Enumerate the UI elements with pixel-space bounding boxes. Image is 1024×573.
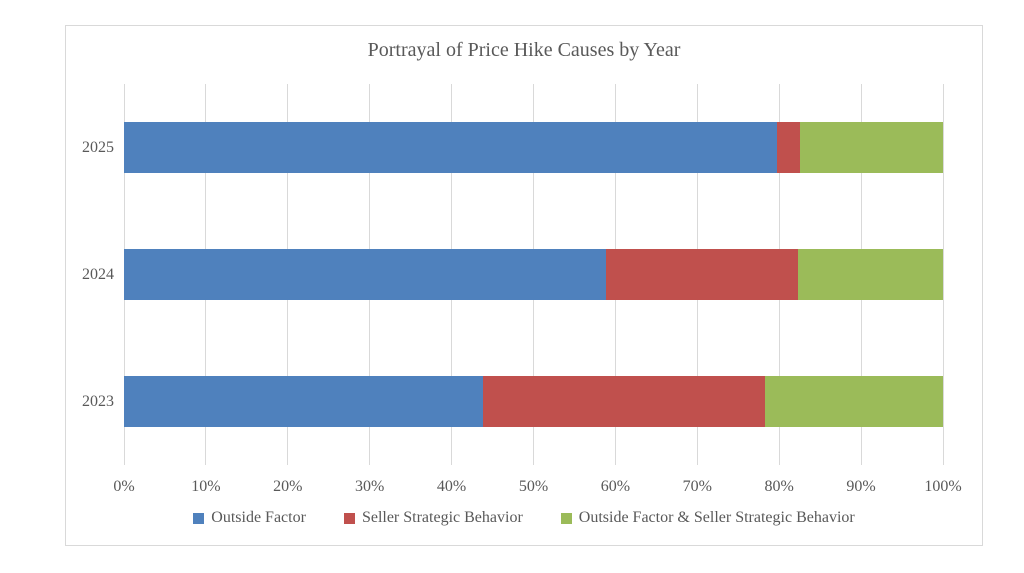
- legend-label-outside-factor-seller-strategic-behavior: Outside Factor & Seller Strategic Behavi…: [578, 509, 855, 526]
- y-tick-label-2025: 2025: [82, 138, 114, 156]
- legend-marker-outside-factor-seller-strategic-behavior: [560, 512, 572, 524]
- x-tick-label-20: 20%: [273, 478, 303, 495]
- x-tick-label-30: 30%: [355, 478, 385, 495]
- x-tick-label-70: 70%: [682, 478, 712, 495]
- bar-segment-2024-outside-factor-seller-strategic-behavior: [798, 249, 943, 300]
- legend-marker-outside-factor: [193, 512, 205, 524]
- legend-marker-seller-strategic-behavior: [343, 512, 355, 524]
- x-tick-label-100: 100%: [924, 478, 962, 495]
- bar-segment-2023-outside-factor: [124, 376, 483, 427]
- legend-item-outside-factor: Outside Factor: [193, 509, 306, 527]
- bar-segment-2024-outside-factor: [124, 249, 607, 300]
- legend-item-seller-strategic-behavior: Seller Strategic Behavior: [343, 509, 523, 527]
- bar-segment-2025-outside-factor-seller-strategic-behavior: [799, 122, 943, 173]
- gridline-100: [942, 84, 944, 465]
- x-tick-label-80: 80%: [764, 478, 794, 495]
- bar-segment-2024-seller-strategic-behavior: [606, 249, 799, 300]
- legend-label-seller-strategic-behavior: Seller Strategic Behavior: [361, 509, 523, 526]
- chart-card: Portrayal of Price Hike Causes by Year 0…: [65, 25, 983, 546]
- x-tick-label-90: 90%: [846, 478, 876, 495]
- x-tick-label-50: 50%: [518, 478, 549, 495]
- legend-label-outside-factor: Outside Factor: [211, 509, 306, 526]
- y-tick-label-2023: 2023: [82, 392, 114, 410]
- x-tick-label-60: 60%: [600, 478, 631, 495]
- plot-area: [123, 84, 944, 465]
- bar-segment-2025-seller-strategic-behavior: [776, 122, 800, 173]
- bar-segment-2023-seller-strategic-behavior: [482, 376, 766, 427]
- x-tick-label-40: 40%: [436, 478, 467, 495]
- legend: Outside Factor Seller Strategic Behavior O…: [66, 509, 982, 527]
- legend-item-outside-factor-seller-strategic-behavior: Outside Factor & Seller Strategic Behavi…: [560, 509, 855, 527]
- bar-segment-2023-outside-factor-seller-strategic-behavior: [765, 376, 943, 427]
- chart-title: Portrayal of Price Hike Causes by Year: [367, 39, 681, 61]
- y-tick-label-2024: 2024: [82, 265, 114, 283]
- x-tick-label-10: 10%: [191, 478, 221, 495]
- bar-segment-2025-outside-factor: [124, 122, 777, 173]
- x-tick-label-0: 0%: [113, 478, 135, 495]
